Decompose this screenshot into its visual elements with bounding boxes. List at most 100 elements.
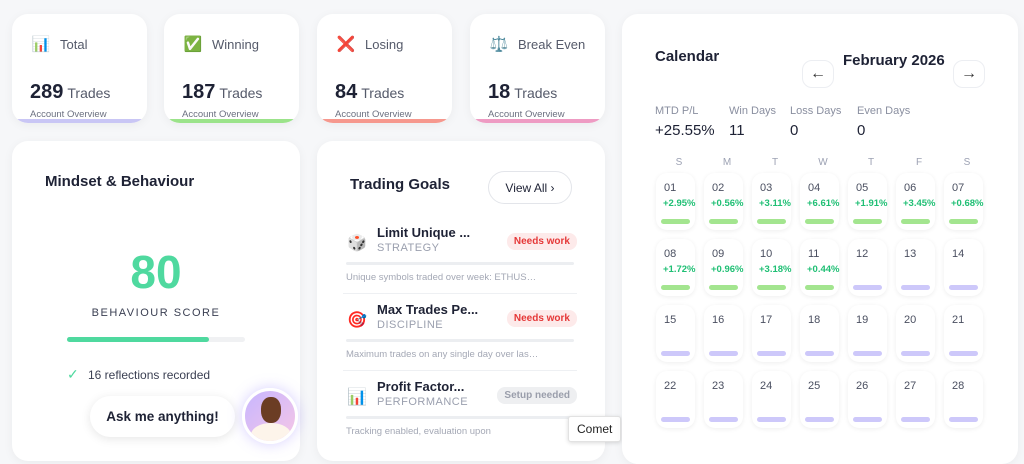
goal-name: Max Trades Pe... [377,302,479,317]
calendar-day[interactable]: 08 +1.72% [656,239,696,296]
calendar-day[interactable]: 25 [800,371,839,428]
avatar-head-icon [261,397,281,423]
ask-assistant-bubble[interactable]: Ask me anything! [90,396,235,437]
calendar-day[interactable]: 20 [896,305,935,362]
calendar-day[interactable]: 09 +0.96% [704,239,744,296]
weekday-header: M [722,157,732,168]
weekday-header: W [818,157,828,168]
calendar-day[interactable]: 19 [848,305,887,362]
day-number: 10 [760,248,773,260]
calendar-day[interactable]: 11 +0.44% [800,239,840,296]
day-status-bar [853,219,882,224]
day-status-bar [901,417,930,422]
stat-subtitle: Account Overview [488,109,565,120]
day-number: 21 [952,314,965,326]
calendar-day[interactable]: 24 [752,371,791,428]
calendar-day[interactable]: 16 [704,305,743,362]
stat-subtitle: Account Overview [335,109,412,120]
calendar-day[interactable]: 01 +2.95% [656,173,696,230]
weekday-header: S [675,157,683,168]
behaviour-score: 80 [130,246,182,298]
goal-progress-track [346,262,574,265]
prev-month-button[interactable]: ← [802,60,834,88]
stat-card-winning[interactable]: ✅ Winning 187 Trades Account Overview [164,14,299,123]
metric-label: Even Days [857,105,911,117]
goal-progress-track [346,416,574,419]
calendar-day[interactable]: 15 [656,305,695,362]
day-status-bar [757,351,786,356]
day-number: 13 [904,248,917,260]
divider [343,293,577,294]
stat-unit: Trades [219,85,263,101]
goal-description: Tracking enabled, evaluation upon [346,426,491,437]
stat-card-break-even[interactable]: ⚖️ Break Even 18 Trades Account Overview [470,14,605,123]
calendar-day[interactable]: 26 [848,371,887,428]
day-pnl: +0.44% [807,264,840,275]
calendar-day[interactable]: 14 [944,239,983,296]
calendar-day[interactable]: 06 +3.45% [896,173,936,230]
day-status-bar [805,219,834,224]
calendar-day[interactable]: 23 [704,371,743,428]
view-all-button[interactable]: View All › [488,171,572,204]
calendar-day[interactable]: 22 [656,371,695,428]
day-status-bar [661,219,690,224]
calendar-day[interactable]: 07 +0.68% [944,173,984,230]
day-status-bar [709,417,738,422]
day-number: 18 [808,314,821,326]
stat-label: Winning [212,36,259,52]
day-status-bar [949,285,978,290]
day-number: 07 [952,182,965,194]
day-status-bar [853,351,882,356]
day-number: 14 [952,248,965,260]
assistant-avatar[interactable] [242,388,298,444]
calendar-day[interactable]: 10 +3.18% [752,239,792,296]
weekday-header: T [867,157,875,168]
stat-accent-bar [317,119,452,123]
day-number: 08 [664,248,677,260]
day-number: 24 [760,380,773,392]
calendar-day[interactable]: 28 [944,371,983,428]
calendar-day[interactable]: 03 +3.11% [752,173,791,230]
stat-unit: Trades [514,85,558,101]
goal-progress-track [346,339,574,342]
weekday-header: F [915,157,923,168]
day-status-bar [805,417,834,422]
calendar-day[interactable]: 18 [800,305,839,362]
calendar-day[interactable]: 02 +0.56% [704,173,744,230]
day-number: 26 [856,380,869,392]
calendar-day[interactable]: 27 [896,371,935,428]
calendar-day[interactable]: 17 [752,305,791,362]
stat-label: Break Even [518,36,586,52]
stat-accent-bar [12,119,147,123]
day-status-bar [901,285,930,290]
calendar-day[interactable]: 13 [896,239,935,296]
day-pnl: +1.91% [855,198,888,209]
stat-unit: Trades [67,85,111,101]
metric-value: 11 [729,122,745,139]
stat-count: 84 [335,81,358,103]
metric-value: 0 [857,122,866,139]
day-number: 03 [760,182,773,194]
next-month-button[interactable]: → [953,60,985,88]
goal-name: Limit Unique ... [377,225,471,240]
goal-category: DISCIPLINE [377,319,444,331]
day-status-bar [709,219,738,224]
check-icon: ✓ [67,366,79,382]
stat-card-total[interactable]: 📊 Total 289 Trades Account Overview [12,14,147,123]
stat-count: 289 [30,81,64,103]
calendar-day[interactable]: 04 +6.61% [800,173,840,230]
day-number: 25 [808,380,821,392]
calendar-day[interactable]: 05 +1.91% [848,173,888,230]
day-number: 11 [808,248,820,260]
bar-chart-icon: 📊 [347,389,367,406]
calendar-day[interactable]: 12 [848,239,887,296]
score-progress-fill [67,337,210,342]
day-status-bar [949,351,978,356]
goal-name: Profit Factor... [377,379,465,394]
day-number: 22 [664,380,677,392]
goal-status-badge: Setup needed [497,387,577,404]
day-status-bar [853,417,882,422]
calendar-day[interactable]: 21 [944,305,983,362]
stat-card-losing[interactable]: ❌ Losing 84 Trades Account Overview [317,14,452,123]
stat-label: Total [60,36,88,52]
